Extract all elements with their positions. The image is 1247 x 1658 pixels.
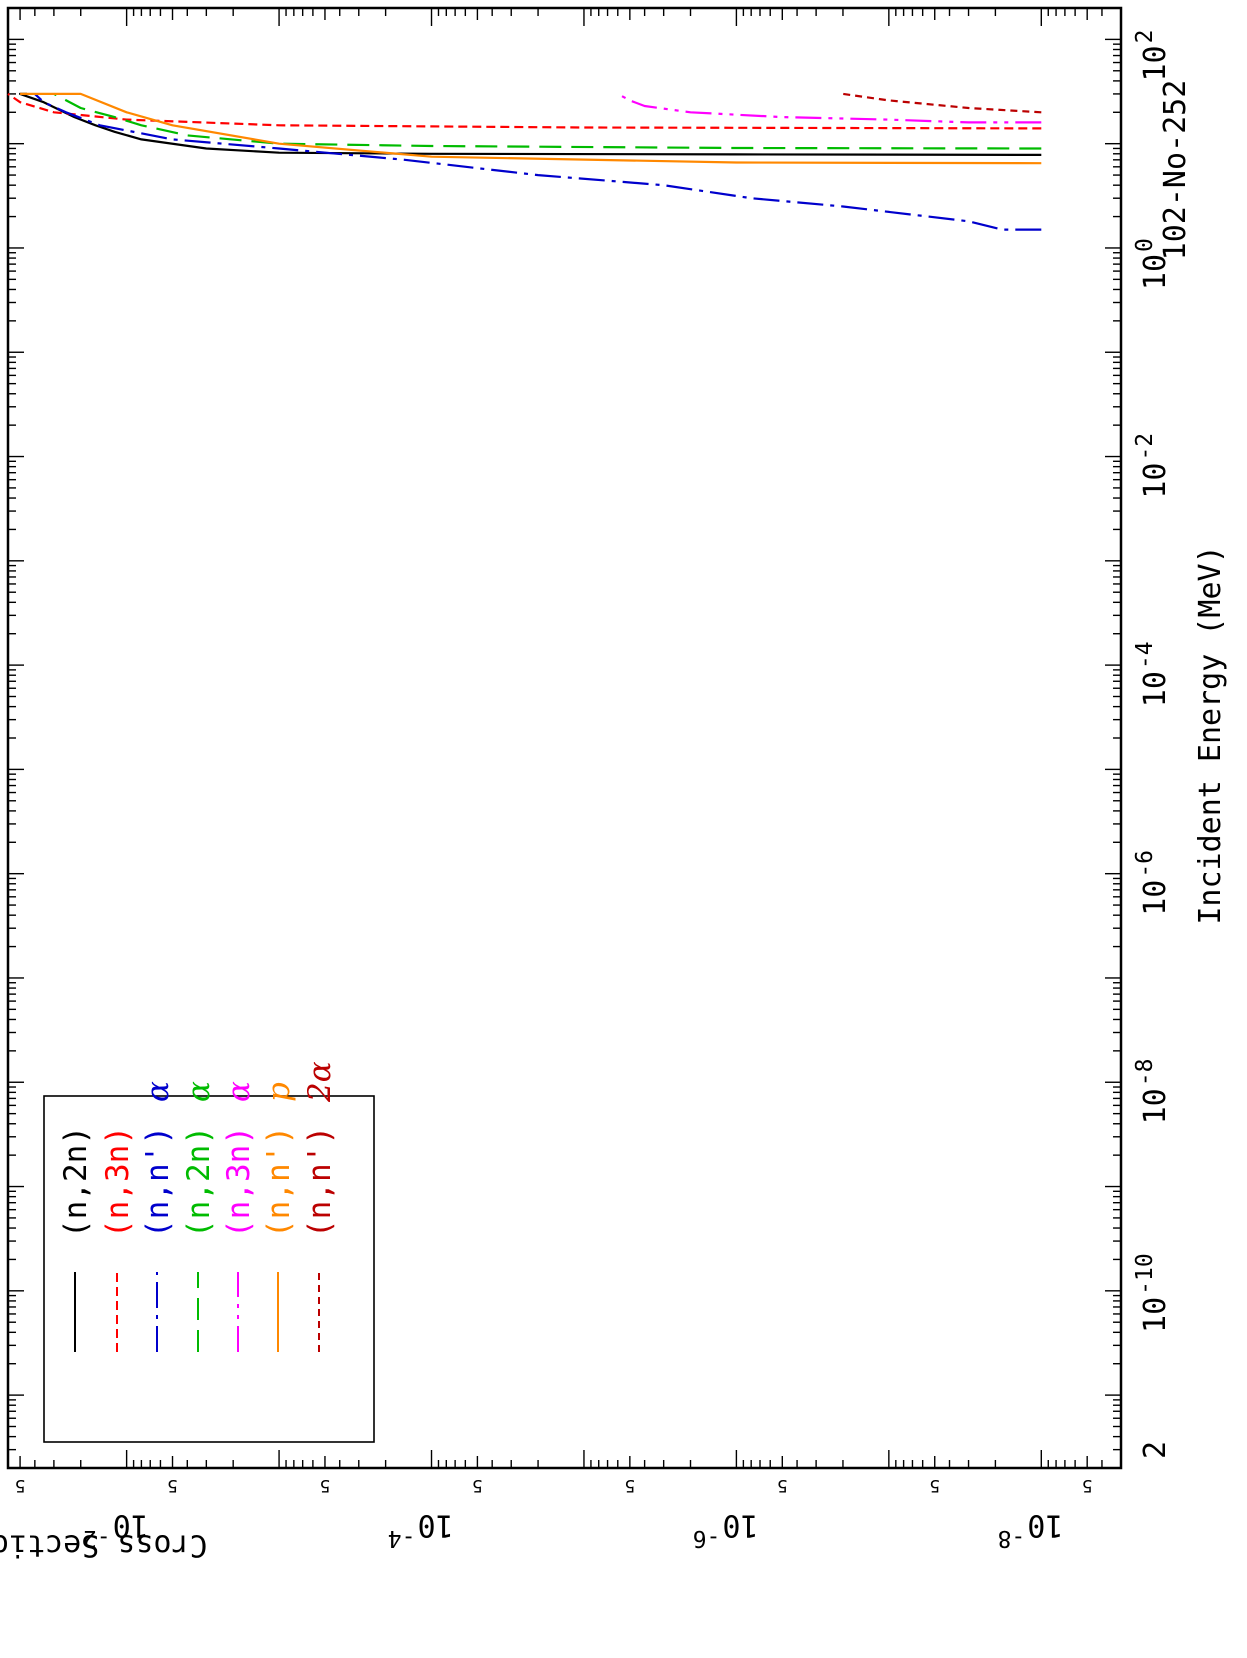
svg-text:10: 10 (1138, 671, 1173, 707)
series-curve-1 (19, 92, 1042, 156)
svg-text:2: 2 (1132, 30, 1158, 44)
legend-label-4: (n,2n) (181, 1126, 217, 1238)
y-minor-label: 5 (15, 1475, 26, 1495)
series-curve-4 (53, 92, 1042, 150)
y-minor-label: 5 (472, 1475, 483, 1495)
svg-text:-8: -8 (998, 1525, 1026, 1551)
legend-label-3: (n,n') (140, 1126, 176, 1238)
x-tick-label: 10-10 (1132, 1253, 1173, 1333)
y-minor-label: 5 (320, 1475, 331, 1495)
chart-title: 102-No-252 (1158, 80, 1193, 261)
y-tick-label: 10-6 (693, 1508, 759, 1552)
series-curve-7 (842, 92, 1042, 114)
x-tick-label: 10-4 (1132, 641, 1173, 707)
series-curve-3 (34, 93, 1042, 231)
y-tick-label: 10-8 (998, 1508, 1064, 1552)
legend-symbol-6: p (261, 1082, 297, 1102)
legend-box (43, 1095, 375, 1443)
y-axis-label: Cross Section (barns) (0, 1528, 208, 1563)
svg-text:-6: -6 (1132, 850, 1158, 878)
legend-symbol-7: 2α (302, 1061, 338, 1103)
svg-text:0: 0 (1132, 238, 1158, 252)
y-minor-label: 5 (1082, 1475, 1093, 1495)
y-minor-label: 5 (929, 1475, 940, 1495)
y-tick-label: 10-4 (388, 1508, 454, 1552)
y-minor-label: 5 (777, 1475, 788, 1495)
svg-text:-2: -2 (83, 1525, 111, 1551)
legend-symbol-4: α (181, 1081, 217, 1102)
legend-symbol-3: α (140, 1081, 176, 1102)
series-curve-6 (20, 92, 1042, 165)
series-curve-5 (617, 92, 1042, 124)
y-tick-labels: 10-2 10-4 10-6 10-85 5 5 5 5 5 5 5 (15, 1475, 1093, 1551)
svg-text:-8: -8 (1132, 1059, 1158, 1087)
svg-text:10: 10 (1138, 1088, 1173, 1124)
x-tick-label: 100 (1132, 238, 1173, 290)
svg-text:10: 10 (1027, 1508, 1063, 1543)
svg-text:10: 10 (1138, 880, 1173, 916)
legend-label-7: (n,n') (302, 1126, 338, 1238)
svg-text:10: 10 (1138, 45, 1173, 81)
legend: (n,2n) (n,3n) (n,n')α(n,2n)α(n,3n)α(n,n')p… (43, 1061, 375, 1443)
x-tick-label: 102 (1132, 30, 1173, 82)
legend-symbol-5: α (221, 1081, 257, 1102)
svg-text:-4: -4 (388, 1525, 416, 1551)
y-minor-label: 5 (624, 1475, 635, 1495)
legend-label-1: (n,2n) (58, 1126, 94, 1238)
y-minor-label: 5 (167, 1475, 178, 1495)
x-edge-label: 2 (1138, 1441, 1173, 1459)
svg-text:10: 10 (113, 1508, 149, 1543)
axis-ticks (7, 7, 1122, 1469)
x-tick-label: 10-8 (1132, 1059, 1173, 1125)
svg-text:-2: -2 (1132, 433, 1158, 461)
legend-label-5: (n,3n) (221, 1126, 257, 1238)
legend-label-2: (n,3n) (100, 1126, 136, 1238)
svg-text:10: 10 (1138, 254, 1173, 290)
svg-text:-10: -10 (1132, 1253, 1158, 1295)
svg-text:-6: -6 (693, 1525, 721, 1551)
x-tick-label: 10-6 (1132, 850, 1173, 916)
svg-text:10: 10 (1138, 463, 1173, 499)
svg-text:10: 10 (722, 1508, 758, 1543)
x-tick-label: 10-2 (1132, 433, 1173, 499)
x-axis-label: Incident Energy (MeV) (1193, 545, 1228, 924)
series-curves (7, 92, 1042, 231)
series-curve-2 (7, 92, 1042, 130)
y-tick-label: 10-2 (83, 1508, 149, 1552)
svg-text:-4: -4 (1132, 641, 1158, 669)
svg-text:10: 10 (1138, 1297, 1173, 1333)
legend-label-6: (n,n') (261, 1126, 297, 1238)
svg-text:10: 10 (418, 1508, 454, 1543)
